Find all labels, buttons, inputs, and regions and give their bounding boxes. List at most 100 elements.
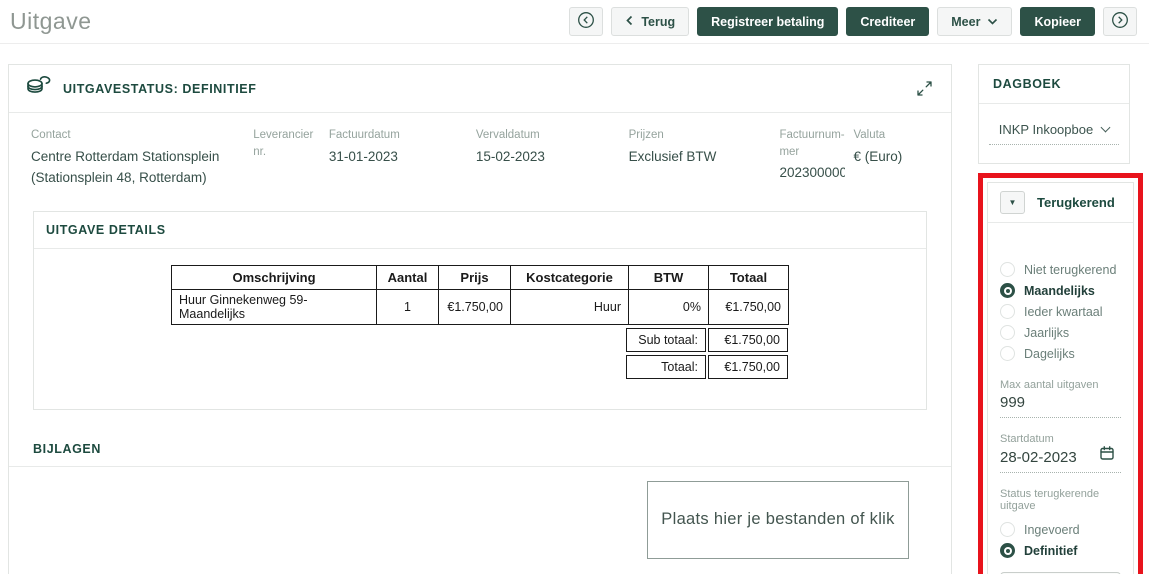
radio-label: Maandelijks (1024, 283, 1095, 298)
page-header: Uitgave Terug Registreer betaling (0, 0, 1149, 44)
recurring-header: ▼ Terugkerend (988, 183, 1133, 223)
register-payment-button[interactable]: Registreer betaling (697, 7, 839, 36)
expense-status-bar: UITGAVESTATUS: DEFINITIEF (9, 65, 951, 113)
calendar-icon[interactable] (1099, 445, 1115, 466)
expense-details-title: UITGAVE DETAILS (34, 212, 926, 249)
dagboek-title: DAGBOEK (979, 65, 1129, 104)
total-label: Totaal: (626, 354, 706, 379)
col-btw: BTW (628, 264, 709, 290)
radio-icon (1000, 325, 1015, 340)
chevron-left-icon (625, 15, 634, 29)
attachments-divider (9, 465, 951, 467)
cell-totaal: €1.750,00 (708, 288, 789, 325)
table-header-row: Omschrijving Aantal Prijs Kostcategorie … (171, 264, 789, 290)
radio-ingevoerd[interactable]: Ingevoerd (1000, 519, 1121, 540)
field-prijzen-label: Prijzen (628, 129, 664, 141)
field-prijzen[interactable]: Prijzen Exclusief BTW (629, 127, 772, 189)
recurring-card: ▼ Terugkerend Niet terugkerend (987, 182, 1134, 574)
save-settings-label: Bewaar instellingen (1032, 572, 1110, 574)
expand-icon[interactable] (916, 80, 933, 97)
chevron-down-icon (987, 15, 998, 29)
field-contact-label: Contact (31, 129, 71, 141)
recurrence-options: Niet terugkerend Maandelijks Ieder kwart… (1000, 259, 1121, 364)
total-value: €1.750,00 (708, 354, 788, 379)
field-vervaldatum[interactable]: Vervaldatum 15-02-2023 (476, 127, 621, 189)
col-kostcategorie: Kostcategorie (510, 264, 629, 290)
field-factuurdatum-label: Factuurdatum (328, 129, 400, 141)
back-button-label: Terug (641, 14, 676, 29)
more-button-label: Meer (951, 14, 981, 29)
col-prijs: Prijs (438, 264, 511, 290)
cell-kostcategorie: Huur (510, 288, 629, 325)
field-prijzen-value: Exclusief BTW (628, 148, 717, 164)
field-factuurdatum-value: 31-01-2023 (328, 148, 398, 164)
field-valuta-label: Valuta (853, 129, 886, 141)
start-date-field[interactable]: Startdatum 28-02-2023 (1000, 433, 1121, 473)
field-valuta[interactable]: Valuta € (Euro) (853, 127, 921, 189)
radio-icon (1000, 522, 1015, 537)
field-contact[interactable]: Contact Centre Rotterdam Stationsplein (… (31, 127, 245, 189)
expense-details-panel: UITGAVE DETAILS Omschrijving Aantal (33, 210, 927, 410)
sidebar: DAGBOEK INKP Inkoopboe ▼ Terugkerend (978, 64, 1148, 574)
field-valuta-value: € (Euro) (853, 148, 903, 164)
radio-definitief[interactable]: Definitief (1000, 540, 1121, 561)
more-menu-button[interactable]: Meer (937, 7, 1013, 36)
radio-label: Jaarlijks (1024, 325, 1070, 340)
radio-niet-terugkerend[interactable]: Niet terugkerend (1000, 259, 1121, 280)
radio-ieder-kwartaal[interactable]: Ieder kwartaal (1000, 301, 1121, 322)
radio-label: Definitief (1024, 543, 1078, 558)
cell-prijs: €1.750,00 (438, 288, 511, 325)
chevron-left-circle-icon (577, 11, 595, 32)
copy-button[interactable]: Kopieer (1020, 7, 1095, 36)
field-leverancier-nr[interactable]: Leverancier nr. (253, 127, 321, 189)
dropzone-text: Plaats hier je bestanden of klik (661, 510, 895, 529)
radio-maandelijks[interactable]: Maandelijks (1000, 280, 1121, 301)
radio-label: Ingevoerd (1024, 522, 1080, 537)
radio-icon (1000, 543, 1015, 558)
col-totaal: Totaal (708, 264, 789, 290)
radio-dagelijks[interactable]: Dagelijks (1000, 343, 1121, 364)
credit-button[interactable]: Crediteer (846, 7, 930, 36)
dagboek-selected-option: INKP Inkoopboe (998, 122, 1094, 137)
recurring-title: Terugkerend (1037, 195, 1115, 210)
recurring-status-label: Status terugkerende uitgave (1000, 488, 1100, 512)
max-count-field[interactable]: Max aantal uitgaven 999 (1000, 379, 1121, 418)
cell-omschrijving: Huur Ginnekenweg 59- Maandelijks (171, 288, 377, 325)
collapse-toggle-button[interactable]: ▼ (1000, 191, 1025, 214)
start-date-label: Startdatum (1000, 433, 1054, 445)
toolbar: Terug Registreer betaling Crediteer Meer… (569, 7, 1137, 36)
invoice-lines-table: Omschrijving Aantal Prijs Kostcategorie … (171, 264, 789, 379)
subtotal-row: Sub totaal: €1.750,00 (171, 327, 788, 352)
back-button[interactable]: Terug (611, 7, 690, 36)
credit-button-label: Crediteer (860, 14, 916, 29)
chevron-down-icon (1100, 122, 1111, 133)
previous-document-button[interactable] (569, 7, 604, 36)
cell-btw: 0% (628, 288, 709, 325)
field-factuurnummer-value: 202300000 (779, 165, 846, 181)
field-factuurnummer-label: Factuurnum­mer (779, 129, 845, 158)
table-row: Huur Ginnekenweg 59- Maandelijks 1 €1.75… (171, 288, 789, 325)
total-row: Totaal: €1.750,00 (171, 354, 788, 379)
start-date-value: 28-02-2023 (1000, 448, 1077, 466)
recurring-body: Niet terugkerend Maandelijks Ieder kwart… (988, 223, 1133, 574)
field-factuurdatum[interactable]: Factuurdatum 31-01-2023 (329, 127, 468, 189)
field-leverancier-nr-label: Leverancier nr. (253, 129, 314, 158)
dagboek-select[interactable]: INKP Inkoopboe (989, 122, 1119, 145)
radio-icon (1000, 262, 1015, 277)
cell-aantal: 1 (376, 288, 439, 325)
radio-icon (1000, 304, 1015, 319)
copy-button-label: Kopieer (1034, 14, 1081, 29)
expense-panel: UITGAVESTATUS: DEFINITIEF Contact Centre… (8, 64, 952, 574)
attachments-title: BIJLAGEN (33, 441, 102, 456)
coins-icon (25, 74, 52, 103)
field-factuurnummer[interactable]: Factuurnum­mer 202300000 (779, 127, 845, 189)
radio-jaarlijks[interactable]: Jaarlijks (1000, 322, 1121, 343)
content-area: UITGAVESTATUS: DEFINITIEF Contact Centre… (0, 44, 1149, 574)
file-dropzone[interactable]: Plaats hier je bestanden of klik (647, 480, 909, 559)
subtotal-label: Sub totaal: (626, 327, 706, 352)
radio-icon (1000, 283, 1015, 298)
page-title: Uitgave (10, 8, 92, 34)
next-document-button[interactable] (1103, 7, 1137, 36)
col-aantal: Aantal (376, 264, 439, 290)
